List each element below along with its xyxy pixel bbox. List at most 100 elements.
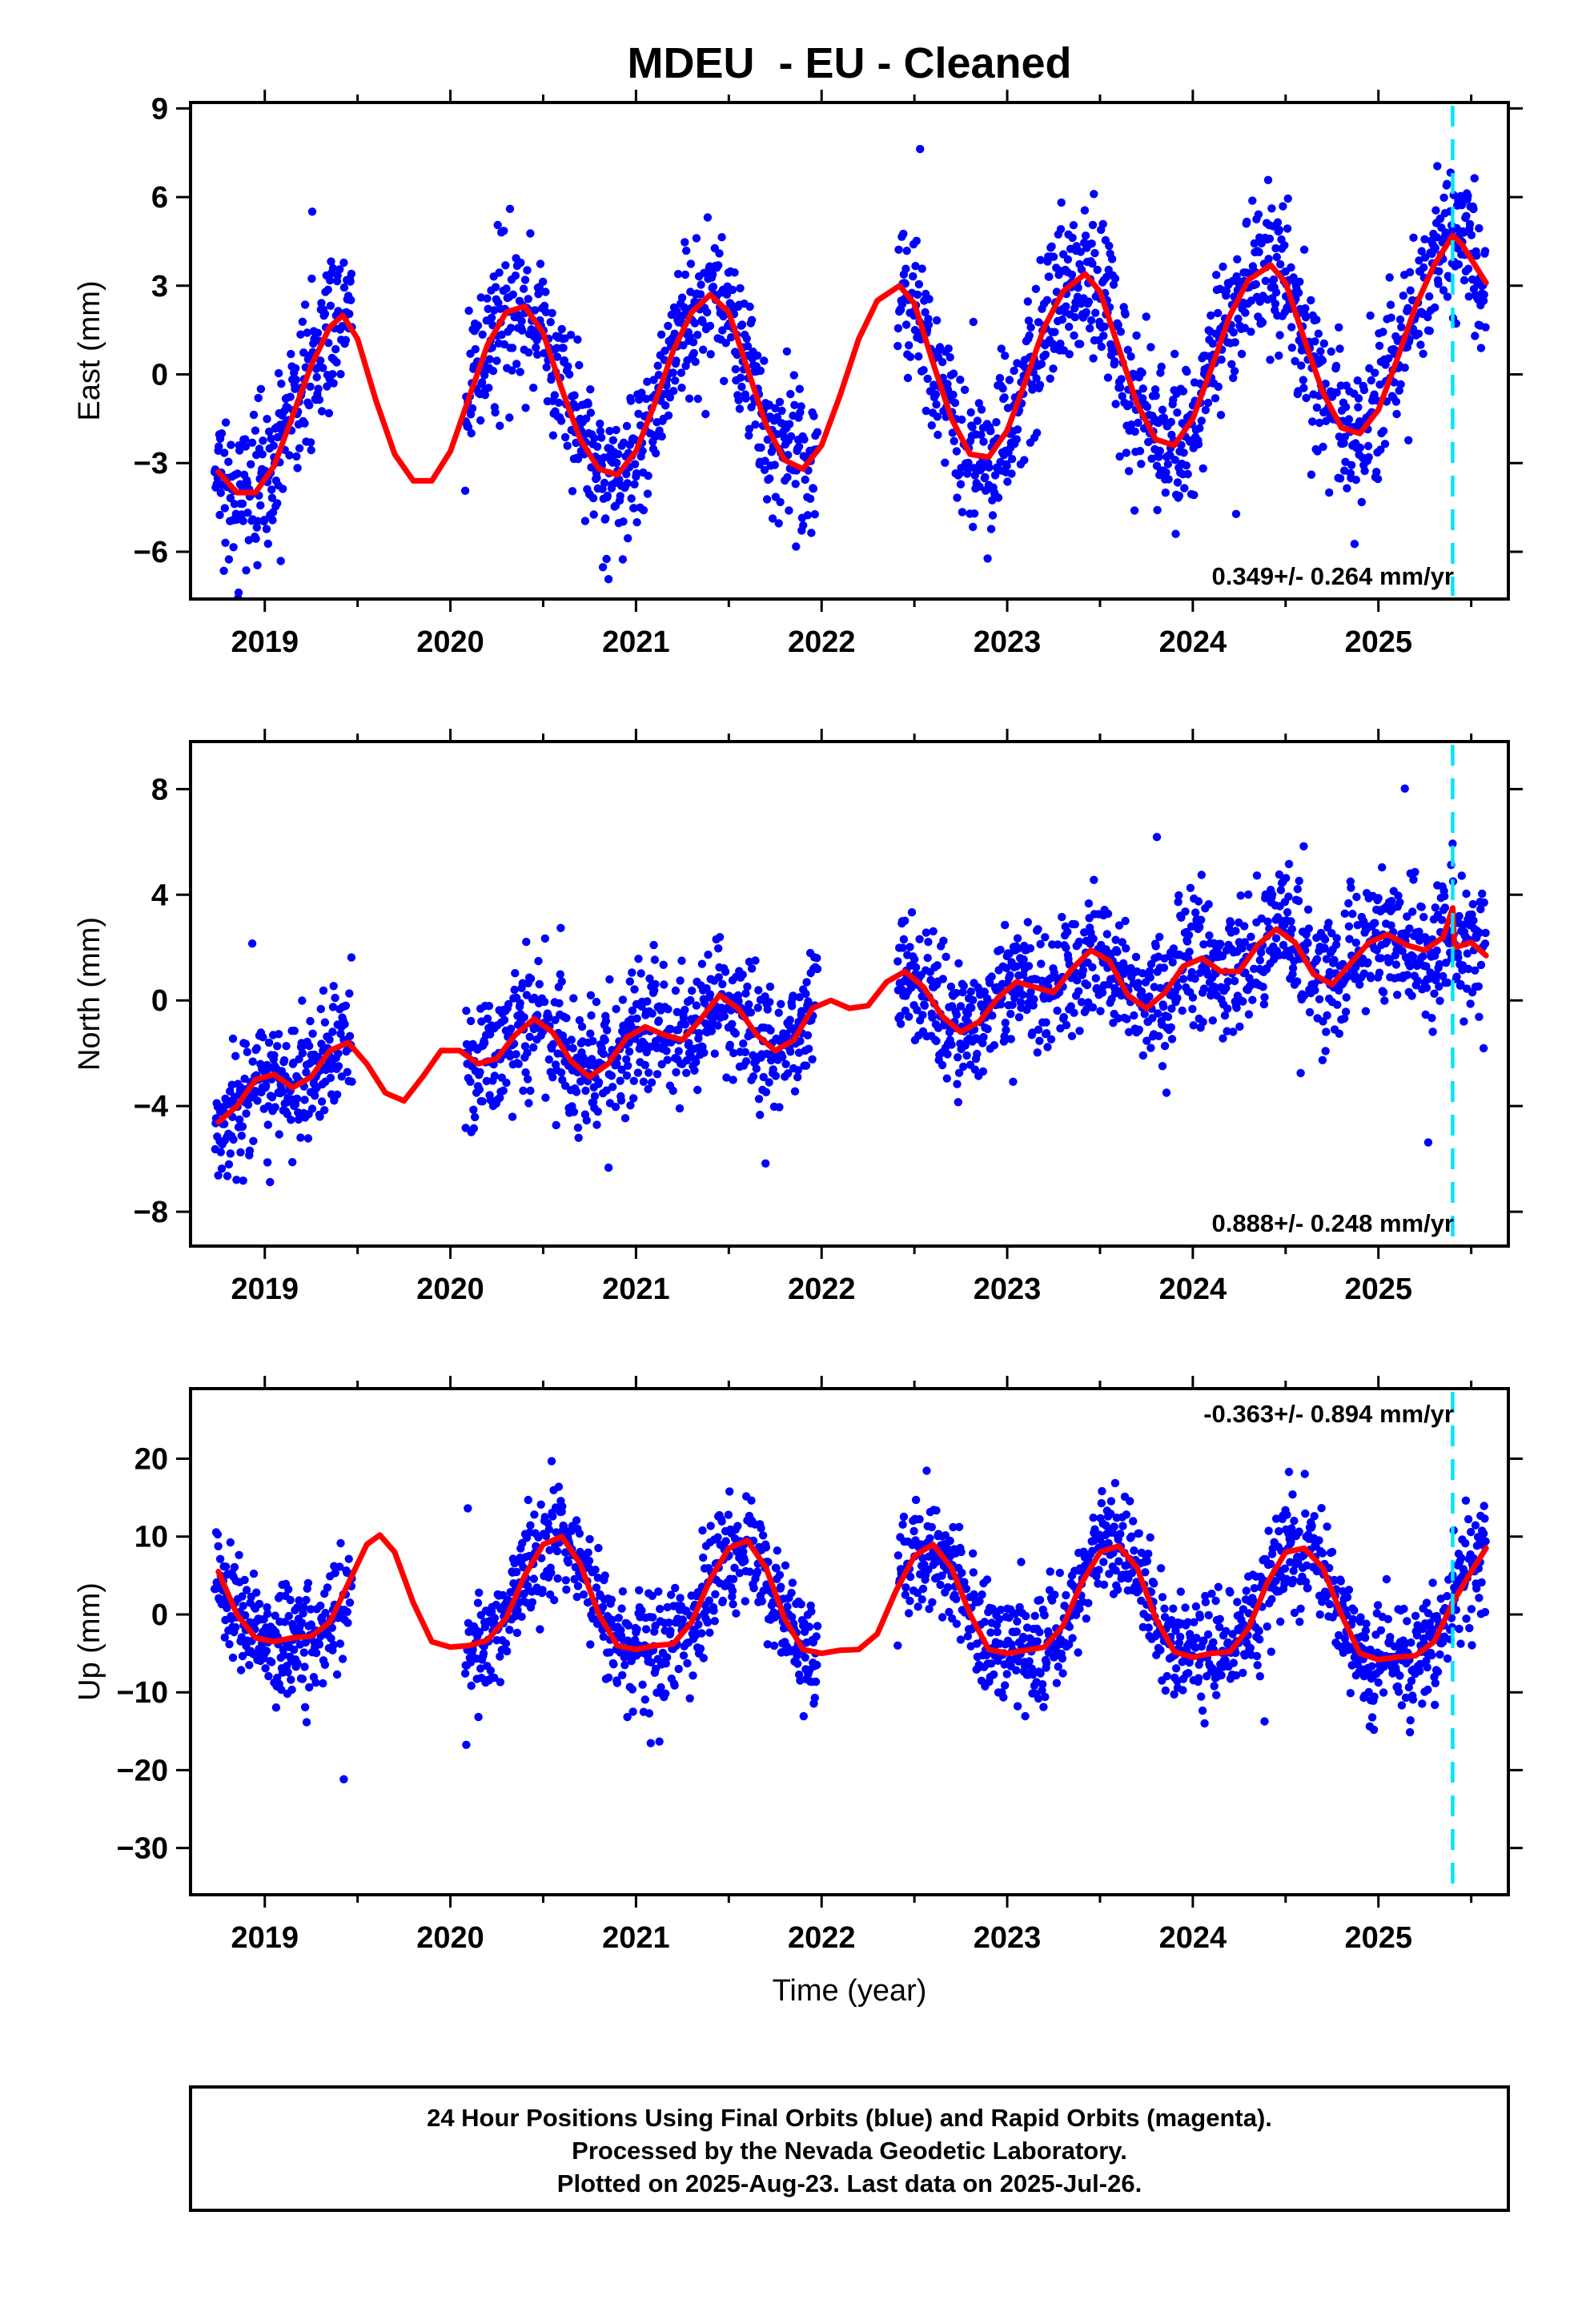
observation-point xyxy=(699,1553,708,1562)
observation-point xyxy=(917,264,926,273)
observation-point xyxy=(1428,1027,1437,1036)
observation-point xyxy=(337,1072,346,1081)
observation-point xyxy=(1316,347,1325,356)
observation-point xyxy=(493,220,502,230)
observation-point xyxy=(1170,456,1180,464)
observation-point xyxy=(1080,928,1089,937)
observation-point xyxy=(1287,263,1295,272)
observation-point xyxy=(1180,484,1189,493)
observation-point xyxy=(664,321,673,331)
observation-point xyxy=(504,999,513,1009)
observation-point xyxy=(1437,915,1447,925)
observation-point xyxy=(624,534,632,543)
observation-point xyxy=(1439,286,1448,295)
observation-point xyxy=(533,350,542,359)
observation-point xyxy=(728,285,737,295)
observation-point xyxy=(1088,259,1097,268)
observation-point xyxy=(1033,428,1042,437)
observation-point xyxy=(474,1712,483,1722)
observation-point xyxy=(967,1003,976,1012)
observation-point xyxy=(934,430,942,440)
observation-point xyxy=(1345,935,1354,943)
observation-point xyxy=(302,1595,311,1605)
observation-point xyxy=(1380,440,1390,448)
observation-point xyxy=(525,1032,534,1042)
observation-point xyxy=(628,1685,637,1694)
observation-point xyxy=(1024,316,1034,325)
observation-point xyxy=(1158,1062,1167,1071)
observation-point xyxy=(1343,972,1352,981)
observation-point xyxy=(1146,1043,1155,1052)
observation-point xyxy=(1331,940,1341,950)
observation-point xyxy=(1335,323,1343,332)
observation-point xyxy=(946,1536,954,1546)
observation-point xyxy=(347,296,355,304)
observation-point xyxy=(941,1531,950,1540)
observation-point xyxy=(335,1639,345,1648)
y-tick-label: 8 xyxy=(151,773,168,806)
observation-point xyxy=(1231,927,1240,935)
observation-point xyxy=(332,1670,342,1679)
observation-point xyxy=(1254,210,1263,219)
observation-point xyxy=(293,1659,302,1668)
observation-point xyxy=(1081,231,1090,240)
observation-point xyxy=(236,1666,246,1675)
observation-point xyxy=(552,352,562,361)
observation-point xyxy=(1387,896,1396,906)
observation-point xyxy=(1188,1004,1197,1014)
observation-point xyxy=(1201,405,1211,415)
observation-point xyxy=(1037,360,1046,368)
observation-point xyxy=(747,316,757,324)
x-ticks xyxy=(263,729,1473,1259)
observation-point xyxy=(608,1083,617,1092)
observation-point xyxy=(777,999,785,1009)
observation-point xyxy=(1140,1009,1149,1019)
observation-point xyxy=(914,352,923,361)
observation-point xyxy=(932,316,942,325)
observation-point xyxy=(302,1068,311,1077)
observation-point xyxy=(548,431,558,440)
observation-point xyxy=(1379,987,1388,997)
observation-point xyxy=(924,938,933,947)
observation-point xyxy=(1166,417,1176,427)
y-tick-label: −3 xyxy=(134,447,168,480)
observation-point xyxy=(1295,876,1303,886)
observation-point xyxy=(1299,384,1308,392)
observation-point xyxy=(329,379,338,388)
observation-point xyxy=(523,266,532,275)
observation-point xyxy=(1182,367,1191,376)
observation-point xyxy=(640,1060,649,1070)
x-tick-label: 2024 xyxy=(1159,1273,1227,1306)
observation-point xyxy=(1280,241,1289,250)
observation-point xyxy=(249,1569,259,1578)
observation-point xyxy=(1275,331,1284,340)
observation-point xyxy=(794,442,804,451)
observation-point xyxy=(561,1576,570,1585)
observation-point xyxy=(343,1068,351,1076)
observation-point xyxy=(521,404,530,412)
observation-point xyxy=(1203,398,1213,408)
observation-point xyxy=(677,293,687,302)
observation-point xyxy=(661,1659,670,1668)
observation-point xyxy=(306,438,315,447)
observation-point xyxy=(677,956,686,965)
observation-point xyxy=(1371,919,1379,927)
observation-point xyxy=(1086,316,1096,325)
observation-point xyxy=(460,1669,470,1678)
observation-point xyxy=(622,469,631,479)
observation-point xyxy=(467,1681,476,1691)
observation-point xyxy=(229,543,238,552)
observation-point xyxy=(728,1019,737,1029)
observation-point xyxy=(685,1039,693,1047)
observation-point xyxy=(591,1566,600,1574)
observation-point xyxy=(691,357,700,366)
observation-point xyxy=(589,510,598,519)
observation-point xyxy=(949,390,958,400)
observation-point xyxy=(1411,867,1419,877)
observation-point xyxy=(592,473,601,482)
observation-point xyxy=(1049,252,1058,261)
observation-point xyxy=(614,449,623,459)
observation-point xyxy=(263,1602,271,1612)
observation-point xyxy=(1197,915,1206,924)
observation-point xyxy=(969,317,978,327)
